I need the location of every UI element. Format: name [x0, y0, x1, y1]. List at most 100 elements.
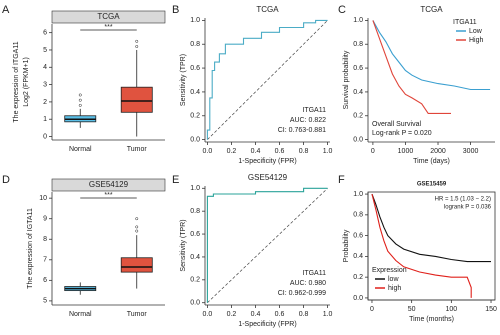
- y-tick-label: 8: [43, 236, 47, 243]
- survival-curve: [372, 20, 451, 114]
- y-tick-label: 0.2: [190, 113, 200, 120]
- y-tick-label: 0.8: [353, 41, 363, 48]
- annotation: ITGA11: [302, 270, 326, 277]
- x-tick-label: 1.0: [323, 311, 333, 318]
- chart-title: TCGA: [256, 5, 279, 14]
- box: [120, 257, 153, 273]
- annotation: CI: 0.962-0.999: [278, 290, 326, 297]
- x-tick-label: 0.8: [299, 148, 309, 155]
- survival-curve: [371, 193, 472, 298]
- x-tick-label: 0.2: [227, 311, 237, 318]
- y-tick-label: 3: [43, 81, 47, 88]
- chart-title: GSE54129: [89, 180, 129, 189]
- y-tick-label: 0.0: [353, 136, 363, 143]
- y-axis-label: The expression of ITGA11: [13, 41, 20, 122]
- y-axis-label: Sensitivity (TPR): [180, 219, 187, 271]
- y-tick-label: 7: [43, 257, 47, 264]
- outlier: [78, 103, 82, 107]
- outlier: [135, 217, 139, 221]
- annotation: logrank P = 0.036: [444, 205, 492, 211]
- x-tick-label: 0.6: [275, 311, 285, 318]
- x-tick-label: 100: [446, 306, 458, 313]
- panel-label: E: [172, 174, 179, 186]
- x-tick-label: 0.2: [227, 148, 237, 155]
- annotation: AUC: 0.822: [290, 117, 326, 124]
- y-tick-label: 2: [43, 99, 47, 106]
- y-tick-label: 0.4: [190, 254, 200, 261]
- y-tick-label: 1.0: [190, 185, 200, 192]
- annotation: Log-rank P = 0.020: [372, 130, 432, 137]
- y-tick-label: 6: [43, 277, 47, 284]
- x-axis-label: 1-Specificity (FPR): [238, 321, 296, 328]
- x-tick-label: 0.4: [251, 311, 261, 318]
- y-tick-label: 0.8: [190, 41, 200, 48]
- y-tick-label: 0.4: [190, 89, 200, 96]
- annotation: ITGA11: [302, 107, 326, 114]
- y-tick-label: 0.2: [190, 277, 200, 284]
- survival-curve: [372, 20, 491, 91]
- y-tick-label: 1: [43, 116, 47, 123]
- x-tick-label: Normal: [69, 311, 92, 318]
- x-tick-label: Tumor: [127, 146, 148, 153]
- panel-label: D: [2, 174, 10, 186]
- annotation: CI: 0.763-0.881: [278, 127, 326, 134]
- significance: ***: [104, 24, 112, 31]
- significance: ***: [104, 192, 112, 199]
- y-tick-label: 10: [39, 195, 47, 202]
- legend-label: High: [469, 37, 484, 44]
- legend-label: high: [388, 285, 401, 292]
- y-axis-label: Survival probability: [343, 50, 350, 109]
- outlier: [78, 93, 82, 97]
- x-axis-label: 1-Specificity (FPR): [238, 158, 296, 165]
- y-tick-label: 0.0: [190, 300, 200, 307]
- title-strip: [51, 10, 166, 24]
- x-axis-label: Time (months): [409, 316, 454, 323]
- y-tick-label: 0: [43, 133, 47, 140]
- legend-title: Expression: [372, 267, 407, 274]
- legend-label: Low: [469, 28, 483, 35]
- reference-line: [207, 20, 328, 140]
- y-axis-label: Log2 (FPKM+1): [23, 57, 30, 107]
- y-tick-label: 0.6: [353, 232, 363, 239]
- y-tick-label: 0.4: [353, 89, 363, 96]
- x-tick-label: 0: [370, 306, 374, 313]
- y-tick-label: 0.0: [353, 295, 363, 302]
- annotation: Overall Survival: [372, 121, 421, 128]
- x-tick-label: 3000: [463, 148, 479, 155]
- annotation: AUC: 0.980: [290, 280, 326, 287]
- y-tick-label: 9: [43, 216, 47, 223]
- roc-curve: [206, 19, 328, 140]
- title-strip: [51, 178, 166, 192]
- y-tick-label: 1.0: [353, 191, 363, 198]
- roc-curve: [206, 187, 328, 303]
- y-tick-label: 0.4: [353, 253, 363, 260]
- y-tick-label: 0.6: [353, 65, 363, 72]
- y-tick-label: 1.0: [190, 17, 200, 24]
- outlier: [135, 225, 139, 229]
- y-tick-label: 6: [43, 30, 47, 37]
- panel-label: A: [2, 4, 10, 16]
- x-tick-label: 0.4: [251, 148, 261, 155]
- y-axis-label: Probability: [343, 229, 350, 262]
- x-tick-label: 150: [485, 306, 497, 313]
- panel-label: F: [338, 174, 345, 186]
- legend-title: ITGA11: [453, 19, 477, 26]
- x-tick-label: Normal: [69, 146, 92, 153]
- outlier: [78, 98, 82, 102]
- chart-title: GSE15459: [417, 182, 447, 188]
- y-tick-label: 5: [43, 47, 47, 54]
- y-tick-label: 1.0: [353, 17, 363, 24]
- panel-label: C: [338, 4, 346, 16]
- x-tick-label: Tumor: [127, 311, 148, 318]
- x-tick-label: 2000: [430, 148, 446, 155]
- chart-title: TCGA: [97, 12, 120, 21]
- annotation: HR = 1.5 (1.03 − 2.2): [435, 197, 491, 203]
- outlier: [135, 39, 139, 43]
- x-tick-label: 0.0: [203, 148, 213, 155]
- survival-curve: [371, 193, 491, 263]
- outlier: [135, 45, 139, 48]
- y-tick-label: 0.6: [190, 231, 200, 238]
- x-tick-label: 0.8: [299, 311, 309, 318]
- x-tick-label: 0: [371, 148, 375, 155]
